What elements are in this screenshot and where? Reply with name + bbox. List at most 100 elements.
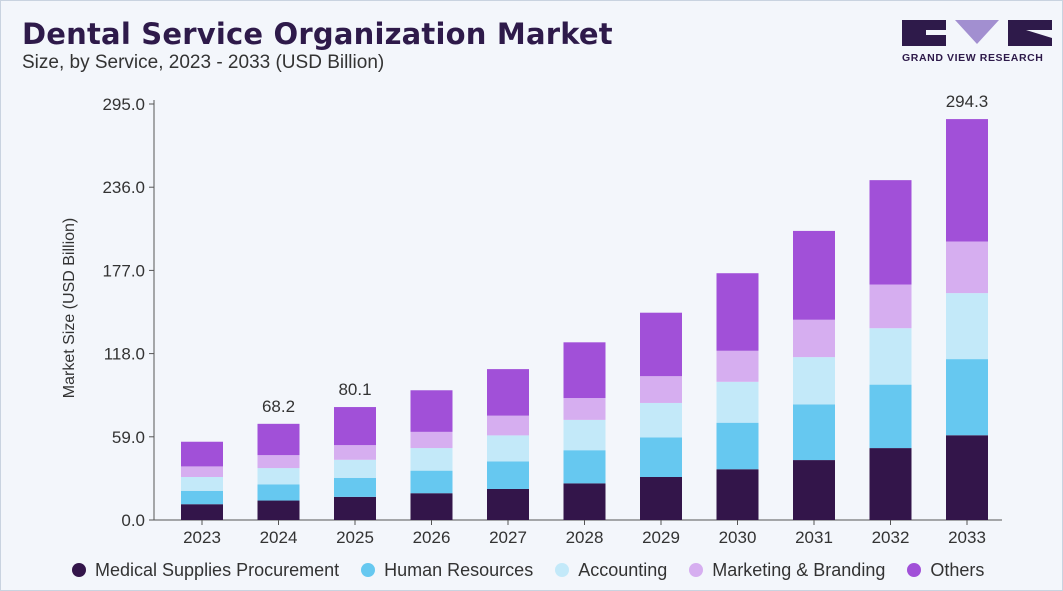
bar-segment-2025-medical-supplies-procurement [334, 496, 376, 520]
legend-swatch-icon [361, 563, 376, 577]
bar-segment-2024-marketing-branding [257, 455, 300, 469]
bar-segment-2028-marketing-branding [563, 398, 606, 420]
x-tick-label-2031: 2031 [795, 528, 833, 547]
bar-segment-2033-human-resources [946, 359, 988, 436]
y-tick-label: 177.0 [102, 261, 145, 280]
bar-segment-2031-accounting [793, 357, 835, 405]
bar-segment-2029-others [640, 312, 682, 377]
logo-cut-r [1026, 30, 1052, 38]
bar-segment-2031-marketing-branding [793, 319, 835, 358]
bar-segment-2028-accounting [563, 419, 606, 451]
x-tick-label-2033: 2033 [948, 528, 986, 547]
x-tick-label-2029: 2029 [642, 528, 680, 547]
bar-segment-2030-human-resources [716, 422, 759, 470]
x-tick-label-2023: 2023 [183, 528, 221, 547]
logo-block-v [955, 20, 999, 44]
legend-label: Marketing & Branding [712, 559, 886, 580]
y-tick-label: 0.0 [121, 511, 145, 530]
data-label-2024: 68.2 [262, 397, 295, 416]
bar-segment-2023-human-resources [181, 490, 223, 505]
bar-segment-2033-accounting [946, 293, 988, 360]
bar-segment-2030-accounting [716, 381, 759, 423]
legend-swatch-icon [72, 563, 86, 577]
bar-segment-2025-others [334, 407, 376, 446]
legend-swatch-icon [689, 563, 704, 577]
x-tick-label-2030: 2030 [719, 528, 757, 547]
legend-item-others: Others [907, 560, 984, 581]
bar-segment-2032-accounting [869, 328, 912, 385]
bar-segment-2027-medical-supplies-procurement [487, 488, 529, 520]
chart-title: Dental Service Organization Market [22, 17, 613, 51]
bar-segment-2032-others [869, 180, 912, 285]
bar-segment-2026-medical-supplies-procurement [410, 493, 453, 520]
bar-segment-2027-marketing-branding [487, 415, 529, 436]
bar-segment-2027-others [487, 369, 529, 416]
bar-segment-2033-marketing-branding [946, 241, 988, 294]
logo-cut-g [926, 30, 946, 35]
bar-segment-2029-human-resources [640, 437, 682, 477]
brand-name: GRAND VIEW RESEARCH [902, 52, 1044, 64]
x-tick-label-2028: 2028 [566, 528, 604, 547]
bar-segment-2032-medical-supplies-procurement [869, 448, 912, 520]
bar-segment-2023-accounting [181, 476, 223, 491]
y-tick-label: 118.0 [104, 345, 145, 364]
bar-segment-2025-accounting [334, 459, 376, 478]
legend-label: Accounting [578, 559, 668, 580]
bar-segment-2023-medical-supplies-procurement [181, 504, 223, 520]
bar-segment-2023-others [181, 441, 223, 467]
bar-segment-2029-marketing-branding [640, 376, 682, 403]
bar-segment-2023-marketing-branding [181, 466, 223, 477]
legend-item-human-resources: Human Resources [361, 560, 533, 581]
bar-segment-2024-others [257, 423, 300, 456]
bar-segment-2026-others [410, 390, 453, 432]
y-tick-label: 59.0 [112, 428, 145, 447]
y-axis-title: Market Size (USD Billion) [61, 218, 78, 398]
bar-segment-2024-accounting [257, 468, 300, 485]
legend: Medical Supplies Procurement Human Resour… [72, 559, 1032, 581]
y-tick-label: 295.0 [102, 95, 145, 114]
bar-segment-2032-marketing-branding [869, 284, 912, 329]
legend-label: Others [930, 559, 985, 580]
bar-segment-2031-human-resources [793, 404, 835, 461]
bar-segment-2031-others [793, 230, 835, 320]
legend-item-medical-supplies-procurement: Medical Supplies Procurement [72, 560, 339, 581]
x-tick-label-2025: 2025 [336, 528, 374, 547]
bar-segment-2031-medical-supplies-procurement [793, 460, 835, 520]
bar-segment-2028-medical-supplies-procurement [563, 483, 606, 520]
x-tick-label-2026: 2026 [413, 528, 451, 547]
bar-segment-2028-human-resources [563, 450, 606, 484]
chart-subtitle: Size, by Service, 2023 - 2033 (USD Billi… [22, 52, 385, 73]
bar-segment-2024-medical-supplies-procurement [257, 500, 300, 520]
bar-segment-2027-human-resources [487, 461, 529, 489]
x-tick-label-2024: 2024 [260, 528, 298, 547]
legend-label: Human Resources [384, 559, 534, 580]
bar-segment-2033-others [946, 119, 988, 242]
x-tick-label-2027: 2027 [489, 528, 527, 547]
data-label-2025: 80.1 [338, 380, 371, 399]
bar-segment-2029-accounting [640, 402, 682, 438]
legend-swatch-icon [555, 563, 570, 577]
legend-item-accounting: Accounting [555, 560, 667, 581]
legend-item-marketing-branding: Marketing & Branding [689, 560, 885, 581]
bar-segment-2029-medical-supplies-procurement [640, 476, 682, 520]
legend-label: Medical Supplies Procurement [95, 559, 340, 580]
bar-segment-2030-medical-supplies-procurement [716, 469, 759, 520]
bar-segment-2028-others [563, 342, 606, 399]
y-tick-label: 236.0 [102, 178, 145, 197]
bar-segment-2030-marketing-branding [716, 350, 759, 382]
bar-segment-2030-others [716, 273, 759, 351]
bar-segment-2027-accounting [487, 435, 529, 462]
bar-segment-2025-marketing-branding [334, 445, 376, 460]
legend-swatch-icon [907, 563, 922, 577]
bar-segment-2033-medical-supplies-procurement [946, 435, 988, 520]
bar-segment-2032-human-resources [869, 384, 912, 449]
bar-segment-2026-accounting [410, 448, 453, 471]
grand-view-research-logo-icon [902, 20, 1052, 46]
bar-segment-2025-human-resources [334, 477, 376, 497]
bar-segment-2024-human-resources [257, 484, 300, 501]
bar-segment-2026-marketing-branding [410, 431, 453, 449]
x-tick-label-2032: 2032 [872, 528, 910, 547]
data-label-2033: 294.3 [946, 92, 989, 111]
bar-segment-2026-human-resources [410, 470, 453, 494]
